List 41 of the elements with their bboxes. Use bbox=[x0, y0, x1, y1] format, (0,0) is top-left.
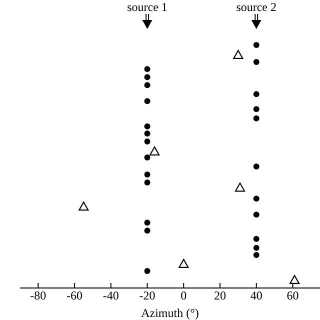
point bbox=[144, 138, 150, 144]
point bbox=[144, 66, 150, 72]
point bbox=[253, 244, 260, 251]
point bbox=[253, 115, 260, 122]
point bbox=[253, 236, 260, 242]
x-tick-label: 0 bbox=[180, 288, 187, 303]
point bbox=[233, 50, 244, 60]
point bbox=[253, 212, 260, 218]
point bbox=[253, 252, 260, 258]
x-tick-label: 60 bbox=[286, 288, 299, 303]
x-tick-label: -20 bbox=[139, 288, 156, 303]
point bbox=[144, 154, 150, 161]
point bbox=[253, 106, 260, 112]
point bbox=[234, 182, 246, 192]
point bbox=[144, 82, 150, 88]
point bbox=[144, 180, 150, 186]
x-tick-label: -60 bbox=[66, 288, 83, 303]
x-tick-label: 20 bbox=[214, 288, 226, 303]
source-note: source 1 bbox=[127, 0, 168, 14]
point bbox=[289, 274, 300, 284]
point bbox=[144, 130, 150, 136]
point bbox=[253, 196, 260, 202]
x-tick-label: -40 bbox=[102, 288, 119, 303]
point bbox=[78, 202, 89, 211]
x-tick-label: 40 bbox=[250, 288, 262, 303]
x-axis-title: Azimuth (°) bbox=[141, 306, 199, 320]
point bbox=[253, 42, 260, 48]
point bbox=[253, 91, 260, 98]
point bbox=[144, 268, 150, 274]
point bbox=[144, 123, 150, 130]
point bbox=[144, 98, 150, 104]
point bbox=[144, 220, 150, 226]
point bbox=[178, 258, 189, 268]
point bbox=[144, 228, 150, 234]
source-note: source 2 bbox=[236, 0, 277, 14]
x-tick-label: -80 bbox=[30, 288, 46, 303]
point bbox=[253, 59, 260, 66]
point bbox=[253, 164, 260, 170]
point bbox=[149, 146, 160, 156]
point bbox=[144, 74, 150, 80]
point bbox=[144, 172, 150, 178]
